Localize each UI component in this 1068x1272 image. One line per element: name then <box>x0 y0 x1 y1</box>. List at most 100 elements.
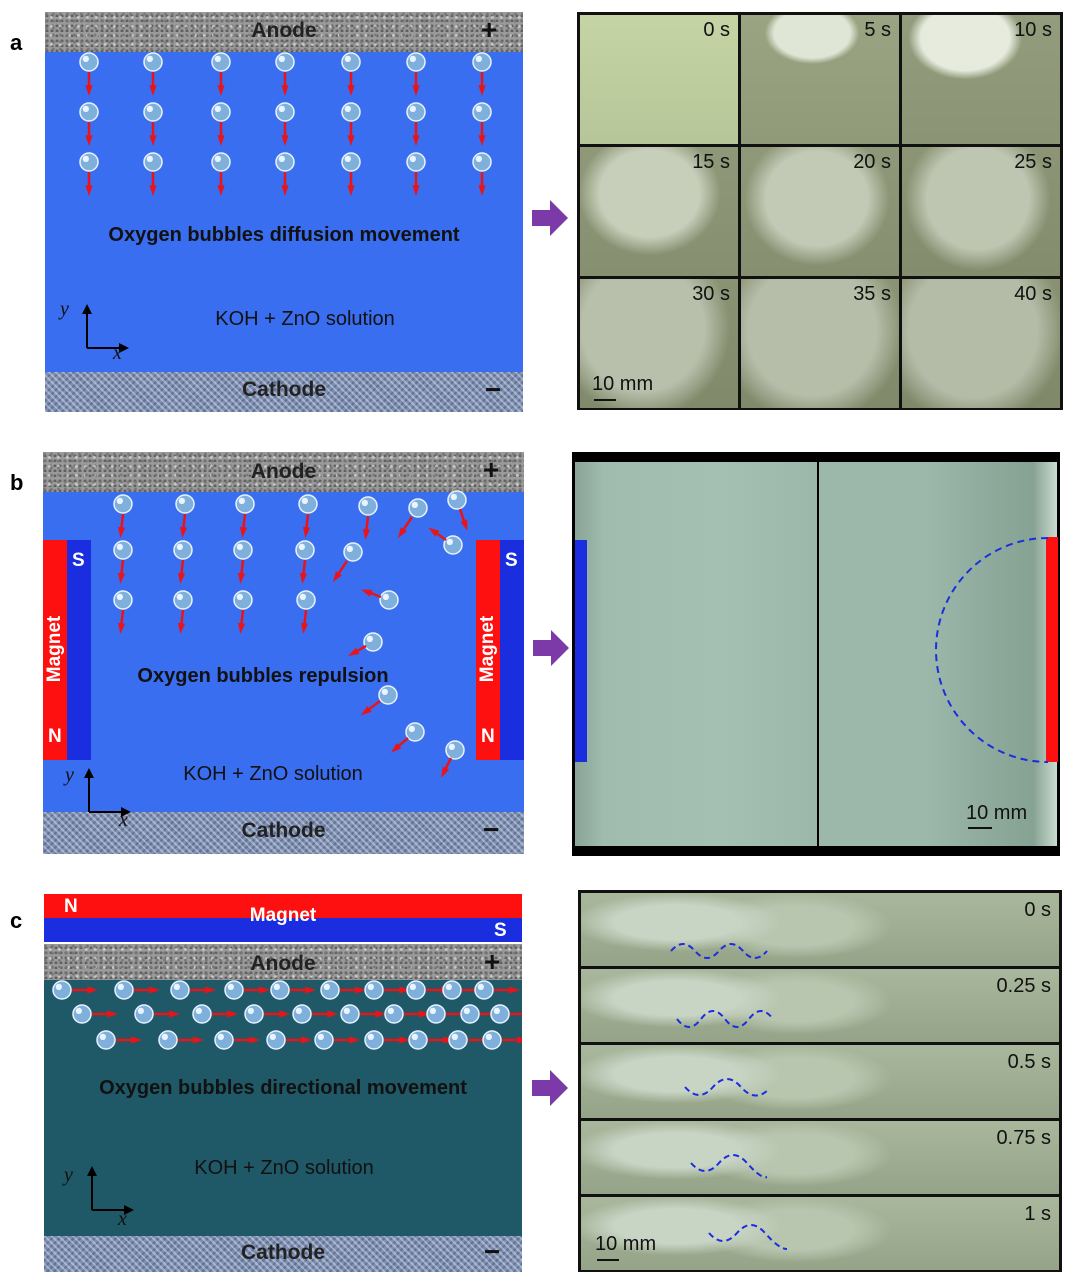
force-arrow <box>85 122 93 146</box>
scale-bar <box>597 1259 619 1261</box>
time-label: 30 s <box>692 283 730 305</box>
bubble-trajectory <box>670 943 768 959</box>
bubble-icon <box>490 1004 510 1024</box>
photo-frame: 35 s <box>740 278 900 409</box>
force-arrow <box>312 1010 338 1018</box>
force-arrow <box>458 508 468 531</box>
force-arrow <box>281 72 289 96</box>
force-arrow <box>332 560 349 583</box>
bubble-icon <box>364 980 384 1000</box>
photo-frame: 1 s 10 mm <box>580 1196 1060 1271</box>
bubble-icon <box>79 102 99 122</box>
bubble-icon <box>113 590 133 610</box>
solution-label-b: KOH + ZnO solution <box>183 763 363 785</box>
force-arrow <box>212 1010 238 1018</box>
minus-sign: − <box>485 374 502 405</box>
bubble-icon <box>406 52 426 72</box>
bubble-icon <box>211 52 231 72</box>
force-arrow <box>85 72 93 96</box>
force-arrow <box>234 1036 260 1044</box>
force-arrow <box>290 986 316 994</box>
anode-electrode <box>44 944 522 980</box>
bubble-icon <box>460 1004 480 1024</box>
force-arrow <box>217 72 225 96</box>
photo-frame: 15 s <box>579 146 739 277</box>
panel-label-a: a <box>10 30 23 55</box>
bubble-icon <box>233 590 253 610</box>
time-label: 35 s <box>853 283 891 305</box>
south-pole-label: S <box>72 550 85 571</box>
time-label: 15 s <box>692 151 730 173</box>
force-arrow <box>494 986 520 994</box>
force-arrow <box>478 72 486 96</box>
force-arrow <box>302 513 311 538</box>
force-arrow <box>441 757 453 778</box>
bubble-icon <box>114 980 134 1000</box>
force-arrow <box>390 737 409 753</box>
bubble-icon <box>175 494 195 514</box>
time-label: 0 s <box>703 19 730 41</box>
bubble-icon <box>358 496 378 516</box>
north-pole-label: N <box>48 726 62 747</box>
time-label: 0.5 s <box>1007 1051 1051 1073</box>
bubble-icon <box>482 1030 502 1050</box>
force-arrow <box>116 1036 142 1044</box>
force-arrow <box>286 1036 312 1044</box>
time-label: 25 s <box>1014 151 1052 173</box>
caption-b: Oxygen bubbles repulsion <box>137 665 389 687</box>
force-arrow <box>281 122 289 146</box>
bubble-icon <box>96 1030 116 1050</box>
force-arrow <box>360 1010 386 1018</box>
bubble-icon <box>275 152 295 172</box>
bubble-icon <box>143 52 163 72</box>
bubble-icon <box>406 152 426 172</box>
bubble-icon <box>472 102 492 122</box>
bubble-icon <box>341 102 361 122</box>
force-arrow <box>179 513 188 538</box>
force-arrow <box>397 516 414 539</box>
bubble-icon <box>143 152 163 172</box>
solution-label-c: KOH + ZnO solution <box>194 1157 374 1179</box>
cathode-label: Cathode <box>241 819 326 842</box>
scale-bar-label: 10 mm <box>966 802 1028 824</box>
anode-electrode <box>43 452 524 492</box>
time-label: 5 s <box>864 19 891 41</box>
bubble-icon <box>314 1030 334 1050</box>
magnet-right: Magnet S N <box>476 540 524 760</box>
axis-y-label: y <box>65 764 74 786</box>
bubble-icon <box>244 1004 264 1024</box>
caption-c: Oxygen bubbles directional movement <box>99 1077 467 1099</box>
force-arrow <box>412 172 420 196</box>
force-arrow <box>502 1036 522 1044</box>
axis-y-label: y <box>64 1164 73 1186</box>
scale-bar-label: 10 mm <box>592 373 654 395</box>
bubble-field-a <box>79 52 492 196</box>
force-arrow <box>117 513 126 538</box>
time-label: 10 s <box>1014 19 1052 41</box>
step-arrow-icon <box>532 1070 568 1106</box>
panel-b-schematic: Anode + Cathode − Magnet S N Magnet S N … <box>43 452 524 854</box>
bubble-icon <box>224 980 244 1000</box>
axis-y-label: y <box>60 298 69 320</box>
bubble-icon <box>445 740 465 760</box>
north-pole-label: N <box>64 896 78 917</box>
bubble-icon <box>408 498 428 518</box>
force-arrow <box>72 986 98 994</box>
force-arrow <box>85 172 93 196</box>
bubble-icon <box>235 494 255 514</box>
magnet-top: Magnet N S <box>44 894 522 942</box>
time-label: 0.75 s <box>996 1127 1051 1149</box>
bubble-icon <box>379 590 399 610</box>
force-arrow <box>177 609 186 634</box>
force-arrow <box>154 1010 180 1018</box>
axis-x-label: x <box>113 342 122 364</box>
panel-c-schematic: Magnet N S Anode + Cathode − Oxygen bubb… <box>44 894 522 1272</box>
time-label: 20 s <box>853 151 891 173</box>
axis-icon <box>84 768 131 817</box>
bubble-icon <box>426 1004 446 1024</box>
photo-b: 10 mm <box>572 452 1060 856</box>
time-label: 0 s <box>1024 899 1051 921</box>
time-label: 0.25 s <box>996 975 1051 997</box>
force-arrow <box>237 559 246 584</box>
force-arrow <box>300 609 309 634</box>
